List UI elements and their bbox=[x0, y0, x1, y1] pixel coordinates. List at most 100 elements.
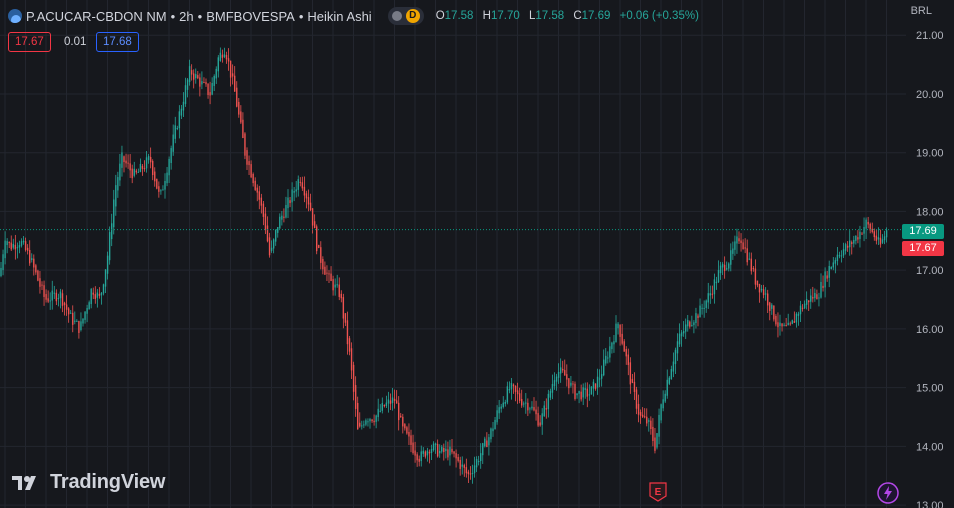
price-axis[interactable]: 13.00 14.00 15.00 16.00 17.00 18.00 19.00 20.00… bbox=[916, 30, 944, 508]
candle-body bbox=[441, 446, 443, 452]
chart-style[interactable]: Heikin Ashi bbox=[307, 8, 372, 24]
candle-body bbox=[422, 450, 424, 454]
earnings-event-icon[interactable]: E bbox=[649, 482, 667, 502]
candle-body bbox=[674, 349, 677, 365]
candle-body bbox=[566, 374, 568, 380]
candle-body bbox=[121, 152, 123, 168]
candle-body bbox=[775, 315, 777, 325]
candle-body bbox=[818, 297, 820, 299]
candle-body bbox=[139, 163, 142, 172]
candle-body bbox=[408, 431, 410, 437]
candle-body bbox=[699, 305, 701, 318]
candle-body bbox=[842, 249, 845, 256]
candle-body bbox=[830, 266, 832, 269]
candle-body bbox=[742, 242, 744, 250]
header-separator: • bbox=[170, 8, 176, 24]
candle-body bbox=[248, 161, 250, 166]
candle-body bbox=[268, 237, 271, 256]
candle-body bbox=[586, 388, 588, 397]
candle-body bbox=[834, 260, 837, 264]
currency-label[interactable]: BRL bbox=[910, 5, 932, 17]
candle-body bbox=[535, 409, 537, 415]
status-pill[interactable]: D bbox=[387, 7, 424, 25]
candle-body bbox=[365, 420, 367, 425]
lightning-icon[interactable] bbox=[877, 482, 899, 504]
candle-body bbox=[31, 258, 33, 260]
candle-body bbox=[619, 324, 621, 337]
candle-body bbox=[127, 162, 129, 164]
candle-body bbox=[553, 380, 556, 387]
candle-body bbox=[156, 178, 158, 189]
candle-body bbox=[598, 378, 601, 380]
candle-body bbox=[461, 464, 463, 467]
market-status-icon bbox=[391, 11, 402, 21]
candle-body bbox=[885, 230, 888, 238]
candle-body bbox=[496, 410, 498, 423]
candle-body bbox=[654, 437, 656, 451]
candle-body bbox=[418, 458, 420, 462]
candle-body bbox=[395, 400, 398, 404]
header-separator: • bbox=[298, 8, 304, 24]
candle-body bbox=[603, 359, 605, 376]
candle-body bbox=[541, 413, 543, 425]
buy-button[interactable]: 17.68 bbox=[96, 32, 139, 52]
candle-body bbox=[711, 293, 714, 295]
candle-body bbox=[266, 225, 269, 242]
candle-body bbox=[322, 258, 324, 270]
candle-body bbox=[250, 164, 252, 178]
candle-body bbox=[728, 263, 730, 269]
candle-body bbox=[713, 279, 716, 295]
candle-body bbox=[475, 458, 478, 468]
candle-body bbox=[72, 312, 74, 325]
candle-body bbox=[510, 382, 513, 390]
candle-body bbox=[687, 320, 689, 327]
sell-button[interactable]: 17.67 bbox=[8, 32, 51, 52]
chart-grid bbox=[0, 0, 906, 508]
candle-body bbox=[844, 244, 847, 251]
candle-body bbox=[625, 349, 627, 357]
candle-body bbox=[459, 459, 461, 469]
candle-body bbox=[98, 293, 101, 296]
candle-body bbox=[840, 255, 843, 257]
candle-body bbox=[799, 305, 802, 315]
candle-body bbox=[680, 332, 683, 337]
candle-body bbox=[90, 288, 92, 305]
candles bbox=[0, 47, 888, 484]
candle-body bbox=[656, 433, 658, 448]
candle-body bbox=[281, 215, 283, 220]
candle-body bbox=[76, 320, 78, 322]
candle-body bbox=[279, 216, 281, 229]
candle-body bbox=[61, 293, 64, 306]
candle-body bbox=[334, 284, 336, 288]
candle-body bbox=[693, 322, 695, 326]
candle-body bbox=[205, 82, 207, 85]
earnings-event-letter: E bbox=[655, 487, 662, 498]
candle-body bbox=[147, 155, 150, 161]
candle-body bbox=[447, 449, 449, 458]
candle-body bbox=[527, 402, 529, 411]
candle-body bbox=[336, 284, 338, 286]
candle-body bbox=[572, 383, 574, 385]
candle-body bbox=[141, 165, 144, 169]
candle-body bbox=[531, 406, 533, 409]
candle-body bbox=[342, 297, 345, 319]
candle-body bbox=[326, 272, 328, 274]
candle-body bbox=[217, 57, 219, 72]
candle-body bbox=[149, 156, 152, 163]
price-axis-tick-label: 13.00 bbox=[916, 500, 944, 508]
candle-body bbox=[826, 275, 828, 279]
candle-body bbox=[748, 258, 750, 260]
candle-body bbox=[207, 83, 209, 95]
tradingview-logo[interactable]: TradingView bbox=[12, 471, 165, 494]
interval[interactable]: 2h bbox=[179, 8, 194, 24]
candle-body bbox=[43, 285, 45, 297]
candle-body bbox=[506, 386, 509, 403]
candle-body bbox=[106, 255, 109, 274]
candle-body bbox=[676, 341, 679, 354]
candle-body bbox=[240, 111, 242, 123]
candle-body bbox=[588, 394, 591, 396]
candle-body bbox=[781, 323, 783, 327]
symbol-name[interactable]: P.ACUCAR-CBDON NM bbox=[26, 8, 167, 24]
candle-body bbox=[670, 369, 673, 380]
